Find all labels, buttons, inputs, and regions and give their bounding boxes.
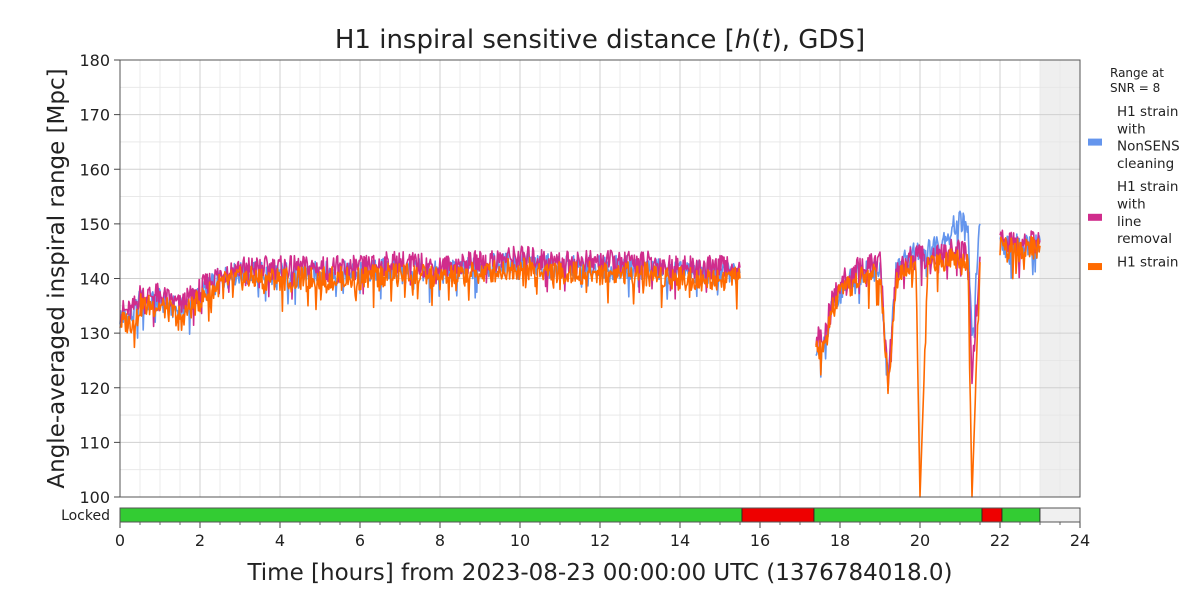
y-tick-label: 120 [79, 379, 110, 398]
state-frame [119, 507, 1081, 523]
legend-layer: Range at SNR = 8 H1 strain with NonSENS clean… [1088, 66, 1180, 270]
state-segment-locked [813, 507, 983, 523]
y-tick-label: 150 [79, 215, 110, 234]
legend-label-3: H1 strain [1117, 254, 1179, 270]
state-label: Locked [61, 508, 110, 524]
state-segment-locked [1001, 507, 1041, 523]
legend-label-2: H1 strain with line removal [1117, 179, 1179, 247]
chart-title: H1 inspiral sensitive distance [h(t), GD… [335, 25, 865, 55]
legend-title: Range at SNR = 8 [1110, 66, 1164, 95]
y-tick-label: 140 [79, 270, 110, 289]
y-tick-label: 110 [79, 433, 110, 452]
series-line-3 [119, 235, 1041, 498]
x-tick-label: 14 [670, 531, 690, 550]
legend-label-1: H1 strain with NonSENS cleaning [1117, 104, 1180, 172]
state-segment-locked [119, 507, 743, 523]
x-axis-label: Time [hours] from 2023-08-23 00:00:00 UT… [246, 560, 952, 586]
state-segment-future [1039, 507, 1081, 523]
x-tick-label: 2 [195, 531, 205, 550]
legend-swatch-2 [1088, 213, 1102, 221]
series-layer [119, 210, 1041, 498]
y-tick-label: 170 [79, 106, 110, 125]
state-segment-unlocked [981, 507, 1003, 523]
x-tick-label: 16 [750, 531, 770, 550]
y-tick-label: 160 [79, 160, 110, 179]
x-tick-label: 18 [830, 531, 850, 550]
x-tick-label: 22 [990, 531, 1010, 550]
y-tick-label: 130 [79, 324, 110, 343]
x-tick-label: 0 [115, 531, 125, 550]
state-segment-unlocked [741, 507, 815, 523]
legend-swatch-3 [1088, 263, 1102, 271]
x-tick-label: 10 [510, 531, 530, 550]
x-tick-label: 6 [355, 531, 365, 550]
y-tick-label: 100 [79, 488, 110, 507]
y-axis-label: Angle-averaged inspiral range [Mpc] [44, 68, 70, 488]
state-layer [119, 507, 1081, 523]
x-tick-label: 12 [590, 531, 610, 550]
legend-swatch-1 [1088, 138, 1102, 146]
y-tick-label: 180 [79, 51, 110, 70]
x-tick-label: 4 [275, 531, 285, 550]
x-tick-label: 8 [435, 531, 445, 550]
x-tick-label: 20 [910, 531, 930, 550]
x-tick-label: 24 [1070, 531, 1090, 550]
